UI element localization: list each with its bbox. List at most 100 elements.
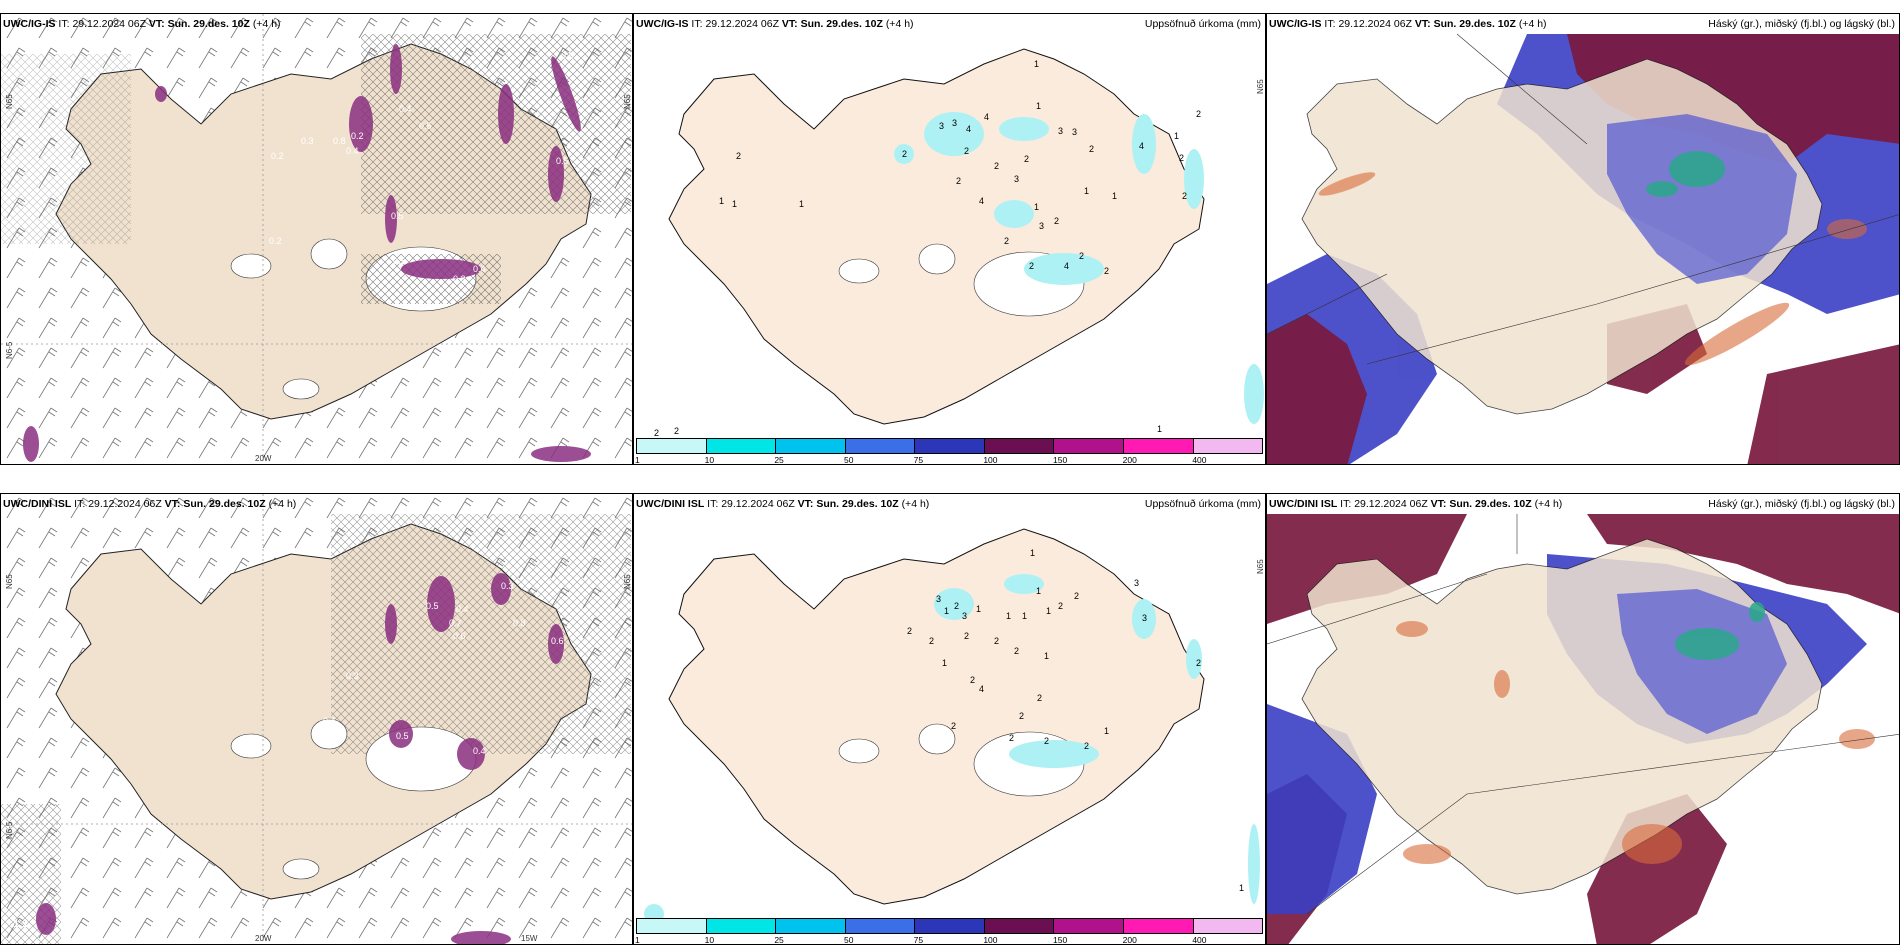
- axis-label-right: N65: [623, 574, 632, 589]
- panel-dini-clouds: UWC/DINI ISL IT: 29.12.2024 06Z VT: Sun.…: [1266, 493, 1900, 945]
- it-label: IT:: [707, 498, 719, 510]
- it-label: IT:: [74, 498, 86, 510]
- precip-label: 4: [966, 124, 971, 134]
- vt-label: VT:: [164, 498, 181, 510]
- precip-label: 2: [736, 151, 741, 161]
- precip-label: 2: [902, 149, 907, 159]
- colorbar-swatch: [1123, 919, 1194, 933]
- panel-dini-precip: 3 1 2 3 1 1 1 1 2 1 2 2 2 2 1 3 3 1 2 2 …: [633, 493, 1266, 945]
- precip-label: 4: [984, 112, 989, 122]
- precip-label: 2: [1029, 261, 1034, 271]
- vt-value: Sun. 29.des. 10Z: [1449, 498, 1532, 510]
- colorbar-label: 150: [1053, 935, 1068, 945]
- cloud-mid: [1607, 114, 1797, 284]
- axis-label-left-top: N65: [5, 94, 14, 109]
- precip-label: 2: [1104, 266, 1109, 276]
- precip-label: 4: [979, 196, 984, 206]
- map-ig-clouds: [1267, 14, 1899, 464]
- value-label: 0.5: [419, 121, 432, 131]
- precip-label: 1: [944, 606, 949, 616]
- colorbar-swatch: [637, 439, 707, 453]
- it-label: IT:: [1340, 498, 1352, 510]
- axis-label-bottom: 20W: [255, 934, 272, 943]
- precip-label: 4: [1064, 261, 1069, 271]
- value-label: 0.4: [456, 604, 469, 614]
- precip-label: 2: [1037, 693, 1042, 703]
- precip-label: 2: [654, 428, 659, 438]
- iceland-land: [668, 528, 1205, 905]
- cloud-green: [1675, 602, 1765, 660]
- axis-label-left-top: N65: [5, 574, 14, 589]
- it-label: IT:: [1324, 18, 1336, 30]
- cloud-orange: [1318, 172, 1867, 366]
- precip-label: 2: [1089, 144, 1094, 154]
- model-name: UWC/DINI ISL: [3, 498, 72, 510]
- colorbar-labels: 1 10 25 50 75 100 150 200 400: [635, 455, 1263, 465]
- value-label: 0.5: [391, 211, 404, 221]
- value-label: 0.4: [323, 716, 336, 726]
- colorbar-label: 10: [704, 455, 715, 465]
- value-label: 0.4: [473, 746, 486, 756]
- colorbar-label: 50: [844, 935, 854, 945]
- value-label: 0.5: [556, 156, 569, 166]
- cloud-green: [1646, 151, 1725, 197]
- axis-label-bottom: 20W: [255, 454, 272, 463]
- value-label: 0.2: [351, 131, 364, 141]
- colorbar-label: 400: [1192, 455, 1207, 465]
- precip-label: 2: [674, 426, 679, 436]
- precip-label: 2: [1084, 741, 1089, 751]
- precip-label: 1: [1036, 586, 1041, 596]
- precip-label: 2: [1196, 109, 1201, 119]
- colorbar-swatch: [984, 919, 1055, 933]
- precip-label: 2: [1009, 733, 1014, 743]
- offset: (+4 h): [1518, 18, 1547, 30]
- value-label: 0.8: [513, 618, 526, 628]
- precip-label: 3: [952, 118, 957, 128]
- colorbar-swatches: [636, 438, 1263, 454]
- colorbar-label: 1: [635, 935, 640, 945]
- it-value: 29.12.2024 06Z: [721, 498, 795, 510]
- colorbar-swatch: [1193, 439, 1263, 453]
- colorbar-swatch: [776, 439, 846, 453]
- map-ig-wind: 0.2 0.8 0.2 0.5 0.4 0.6 0.5 0.2 0.5 0.4 …: [1, 14, 632, 464]
- precip-label: 1: [1112, 191, 1117, 201]
- panel-dini-wind: 0.5 0.4 0.7 0.6 0.3 0.8 0.6 0.4 0.5 0.4 …: [0, 493, 633, 945]
- it-value: 29.12.2024 06Z: [1338, 18, 1412, 30]
- model-name: UWC/IG-IS: [636, 18, 689, 30]
- precip-label: 4: [1139, 141, 1144, 151]
- colorbar: 1 10 25 50 75 100 150 200 400: [634, 438, 1265, 464]
- model-name: UWC/DINI ISL: [1269, 498, 1338, 510]
- it-label: IT:: [58, 18, 70, 30]
- precip-label: 1: [1006, 611, 1011, 621]
- vt-value: Sun. 29.des. 10Z: [800, 18, 883, 30]
- map-dini-precip: 3 1 2 3 1 1 1 1 2 1 2 2 2 2 1 3 3 1 2 2 …: [644, 528, 1260, 924]
- vt-label: VT:: [797, 498, 814, 510]
- panel-ig-wind: 0.2 0.8 0.2 0.5 0.4 0.6 0.5 0.2 0.5 0.4 …: [0, 13, 633, 465]
- panel-ig-precip: 2 3 3 4 4 1 3 3 2 2 2 2 3 2 1 2 1 1 1 4 …: [633, 13, 1266, 465]
- precip-label: 1: [942, 658, 947, 668]
- colorbar-label: 150: [1053, 455, 1068, 465]
- value-label: 0.2: [269, 236, 282, 246]
- colorbar-label: 100: [983, 455, 998, 465]
- precip-label: 1: [1174, 131, 1179, 141]
- precip-label: 3: [1072, 127, 1077, 137]
- value-label: 0.3: [453, 274, 466, 284]
- it-value: 29.12.2024 06Z: [72, 18, 146, 30]
- corner-value: 1.1: [13, 918, 28, 930]
- precip-cyan-areas: [894, 112, 1264, 424]
- precip-label: 3: [1142, 613, 1147, 623]
- value-label: 0.3: [501, 581, 514, 591]
- panel-right-title: Háský (gr.), miðský (fj.bl.) og lágský (…: [1708, 498, 1895, 510]
- precip-label: 2: [954, 601, 959, 611]
- magenta-value-labels: 0.2 0.8 0.2 0.5 0.4 0.6 0.5 0.2 0.5 0.4 …: [269, 51, 574, 284]
- panel-header: UWC/IG-IS IT: 29.12.2024 06Z VT: Sun. 29…: [636, 18, 914, 30]
- panel-header: UWC/IG-IS IT: 29.12.2024 06Z VT: Sun. 29…: [1269, 18, 1547, 30]
- colorbar-label: 400: [1192, 935, 1207, 945]
- it-label: IT:: [691, 18, 703, 30]
- precip-label: 1: [1104, 726, 1109, 736]
- precip-label: 2: [951, 721, 956, 731]
- precip-label: 2: [964, 146, 969, 156]
- precip-label: 1: [1046, 606, 1051, 616]
- axis-label-right: N65: [1256, 559, 1265, 574]
- vt-value: Sun. 29.des. 10Z: [167, 18, 250, 30]
